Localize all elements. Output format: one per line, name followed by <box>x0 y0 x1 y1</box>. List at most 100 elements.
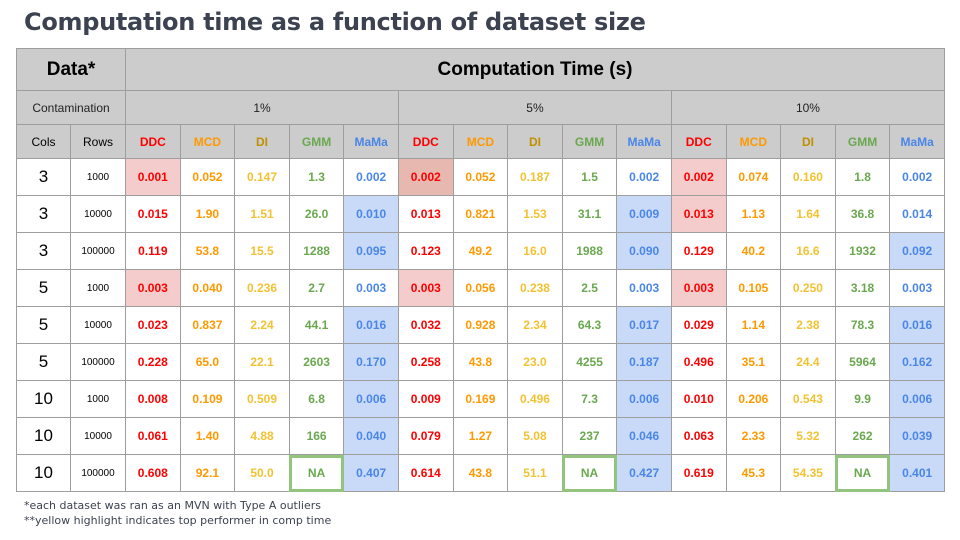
value-cell-di: 4.88 <box>234 417 290 455</box>
value-cell-mama: 0.162 <box>889 343 945 381</box>
contamination-1pct: 1% <box>125 90 399 125</box>
value-cell-di: 5.08 <box>507 417 563 455</box>
value-cell-gmm: 36.8 <box>834 195 891 233</box>
contamination-label: Contamination <box>15 90 127 125</box>
value-cell-ddc: 0.023 <box>125 306 181 344</box>
value-cell-ddc: 0.258 <box>397 343 454 381</box>
value-cell-di: 0.187 <box>507 158 563 196</box>
value-cell-gmm: 78.3 <box>834 306 891 344</box>
value-cell-di: 0.160 <box>780 158 836 196</box>
value-cell-mama: 0.016 <box>343 306 399 344</box>
value-cell-ddc: 0.013 <box>670 195 727 233</box>
value-cell-mcd: 1.40 <box>179 417 236 455</box>
value-cell-mcd: 35.1 <box>725 343 782 381</box>
value-cell-di: 51.1 <box>507 454 563 492</box>
value-cell-gmm: 1288 <box>288 232 345 270</box>
value-cell-gmm: 5964 <box>834 343 891 381</box>
method-header-gmm: GMM <box>288 124 345 159</box>
value-cell-mama: 0.009 <box>616 195 672 233</box>
value-cell-ddc: 0.228 <box>125 343 181 381</box>
value-cell-ddc: 0.063 <box>670 417 727 455</box>
method-header-gmm: GMM <box>561 124 618 159</box>
value-cell-mcd: 0.056 <box>452 269 509 307</box>
value-cell-gmm: 4255 <box>561 343 618 381</box>
value-cell-mcd: 1.90 <box>179 195 236 233</box>
value-cell-mama: 0.006 <box>889 380 945 418</box>
value-cell-mama: 0.014 <box>889 195 945 233</box>
cols-header: Cols <box>16 124 71 159</box>
value-cell-mcd: 0.821 <box>452 195 509 233</box>
method-header-mcd: MCD <box>179 124 236 159</box>
page-title: Computation time as a function of datase… <box>24 8 646 36</box>
value-cell-mama: 0.002 <box>343 158 399 196</box>
rows-cell: 1000 <box>69 158 127 196</box>
rows-cell: 10000 <box>69 417 127 455</box>
value-cell-gmm: NA <box>288 454 345 492</box>
value-cell-mama: 0.006 <box>343 380 399 418</box>
value-cell-gmm: 26.0 <box>288 195 345 233</box>
method-header-ddc: DDC <box>125 124 181 159</box>
value-cell-gmm: 3.18 <box>834 269 891 307</box>
value-cell-ddc: 0.015 <box>125 195 181 233</box>
value-cell-mcd: 0.837 <box>179 306 236 344</box>
computation-time-header: Computation Time (s) <box>125 48 945 91</box>
value-cell-mcd: 0.105 <box>725 269 782 307</box>
value-cell-mcd: 0.052 <box>452 158 509 196</box>
value-cell-gmm: 1.8 <box>834 158 891 196</box>
method-header-di: DI <box>234 124 290 159</box>
rows-cell: 100000 <box>69 232 127 270</box>
value-cell-mcd: 1.27 <box>452 417 509 455</box>
value-cell-ddc: 0.013 <box>397 195 454 233</box>
method-header-di: DI <box>780 124 836 159</box>
value-cell-mama: 0.002 <box>889 158 945 196</box>
value-cell-mama: 0.016 <box>889 306 945 344</box>
value-cell-ddc: 0.619 <box>670 454 727 492</box>
value-cell-mama: 0.090 <box>616 232 672 270</box>
value-cell-ddc: 0.129 <box>670 232 727 270</box>
value-cell-di: 0.496 <box>507 380 563 418</box>
method-header-mcd: MCD <box>452 124 509 159</box>
value-cell-mama: 0.010 <box>343 195 399 233</box>
cols-cell: 10 <box>16 380 71 418</box>
rows-header: Rows <box>69 124 127 159</box>
table-row: 10 1000 0.008 0.109 0.509 6.8 0.006 0.009 0.169 0… <box>16 380 945 418</box>
contamination-5pct: 5% <box>397 90 672 125</box>
value-cell-di: 1.51 <box>234 195 290 233</box>
value-cell-mama: 0.170 <box>343 343 399 381</box>
value-cell-mcd: 43.8 <box>452 454 509 492</box>
table-row: 5 100000 0.228 65.0 22.1 2603 0.170 0.258 43.8 23… <box>16 343 945 381</box>
value-cell-ddc: 0.079 <box>397 417 454 455</box>
rows-cell: 100000 <box>69 343 127 381</box>
value-cell-mcd: 0.109 <box>179 380 236 418</box>
contamination-10pct: 10% <box>670 90 946 125</box>
value-cell-mama: 0.095 <box>343 232 399 270</box>
method-header-mama: MaMa <box>616 124 672 159</box>
value-cell-di: 0.543 <box>780 380 836 418</box>
value-cell-ddc: 0.003 <box>397 269 454 307</box>
value-cell-mama: 0.006 <box>616 380 672 418</box>
value-cell-gmm: 9.9 <box>834 380 891 418</box>
value-cell-mcd: 0.074 <box>725 158 782 196</box>
value-cell-mcd: 2.33 <box>725 417 782 455</box>
value-cell-di: 1.64 <box>780 195 836 233</box>
method-header-mama: MaMa <box>343 124 399 159</box>
value-cell-ddc: 0.002 <box>670 158 727 196</box>
value-cell-mama: 0.187 <box>616 343 672 381</box>
value-cell-di: 16.6 <box>780 232 836 270</box>
value-cell-mama: 0.039 <box>889 417 945 455</box>
value-cell-di: 0.236 <box>234 269 290 307</box>
footnote-2: **yellow highlight indicates top perform… <box>24 514 332 527</box>
table-row: 10 10000 0.061 1.40 4.88 166 0.040 0.079 1.27 5.0… <box>16 417 945 455</box>
value-cell-di: 2.24 <box>234 306 290 344</box>
rows-cell: 100000 <box>69 454 127 492</box>
data-header: Data* <box>15 48 127 91</box>
value-cell-di: 0.250 <box>780 269 836 307</box>
value-cell-ddc: 0.119 <box>125 232 181 270</box>
value-cell-gmm: 7.3 <box>561 380 618 418</box>
value-cell-ddc: 0.614 <box>397 454 454 492</box>
value-cell-di: 0.238 <box>507 269 563 307</box>
value-cell-mama: 0.046 <box>616 417 672 455</box>
value-cell-mama: 0.003 <box>343 269 399 307</box>
value-cell-mcd: 0.040 <box>179 269 236 307</box>
method-header-gmm: GMM <box>834 124 891 159</box>
